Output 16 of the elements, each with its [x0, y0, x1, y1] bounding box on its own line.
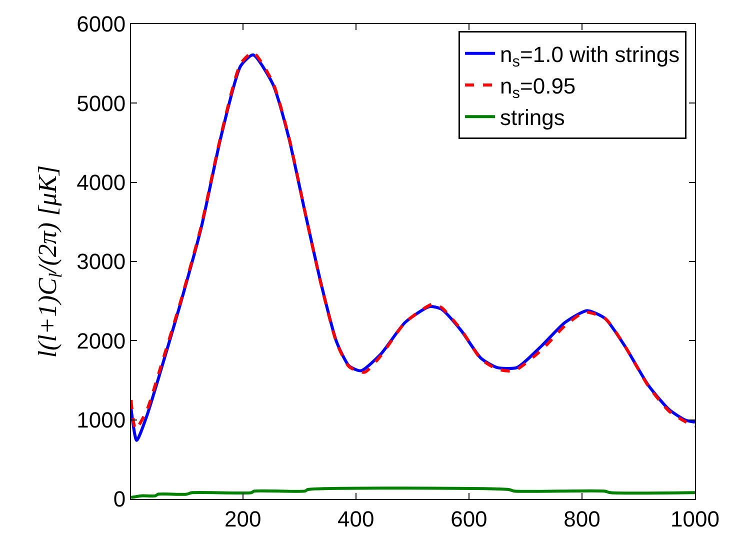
x-tick-label: 600 — [450, 506, 488, 532]
y-tick-label: 5000 — [76, 90, 126, 116]
line-series — [131, 486, 695, 499]
y-tick-label: 0 — [113, 486, 126, 512]
y-tick-label: 4000 — [76, 170, 126, 196]
y-tick-label: 6000 — [76, 12, 126, 37]
x-tick-label: 800 — [564, 506, 600, 532]
legend-label: n$_{s}$=0.95 — [500, 74, 576, 102]
legend-label: strings — [500, 105, 565, 130]
y-tick-label: 3000 — [76, 249, 126, 274]
x-tick-label: 1000 — [670, 506, 720, 532]
legend-label: n$_{s}$=1.0 with strings — [500, 42, 680, 71]
y-tick-label: 1000 — [76, 408, 126, 433]
y-tick-label: 2000 — [76, 328, 126, 354]
x-tick-label: 200 — [224, 506, 262, 532]
x-tick-label: 400 — [338, 506, 374, 532]
